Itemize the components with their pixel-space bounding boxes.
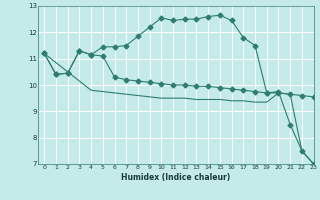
- X-axis label: Humidex (Indice chaleur): Humidex (Indice chaleur): [121, 173, 231, 182]
